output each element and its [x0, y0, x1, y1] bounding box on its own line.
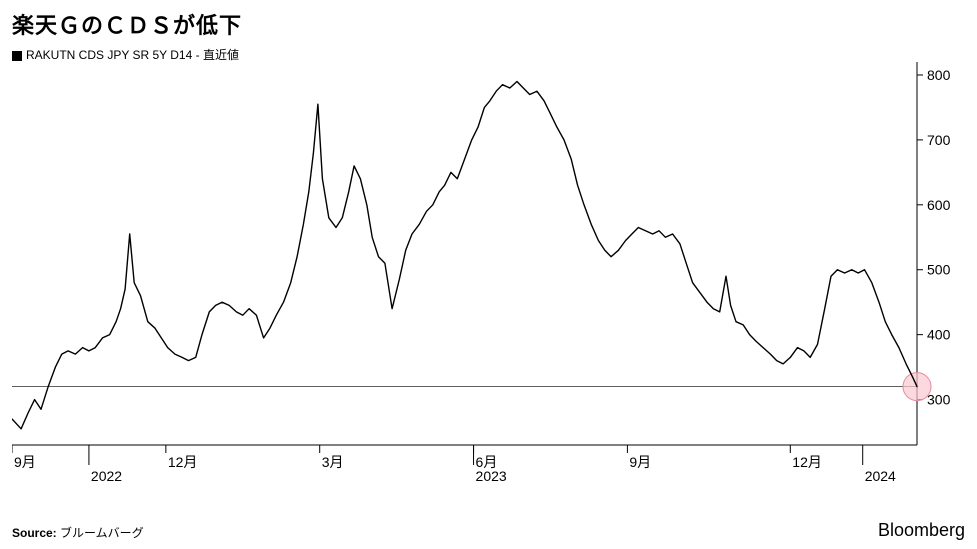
footer: Source: ブルームバーグ Bloomberg: [12, 520, 965, 541]
svg-text:12月: 12月: [792, 454, 822, 470]
source: Source: ブルームバーグ: [12, 524, 144, 541]
svg-text:12月: 12月: [168, 454, 198, 470]
svg-text:400: 400: [927, 327, 951, 343]
svg-text:300: 300: [927, 392, 951, 408]
svg-text:500: 500: [927, 262, 951, 278]
svg-text:9月: 9月: [14, 454, 36, 470]
chart-title: 楽天ＧのＣＤＳが低下: [0, 0, 977, 44]
svg-text:2022: 2022: [91, 468, 122, 484]
source-label: Source:: [12, 526, 57, 540]
svg-text:9月: 9月: [629, 454, 651, 470]
brand: Bloomberg: [878, 520, 965, 541]
svg-text:700: 700: [927, 132, 951, 148]
svg-text:2023: 2023: [476, 468, 507, 484]
svg-text:800: 800: [927, 67, 951, 83]
line-chart: 3004005006007008009月12月3月6月9月12月20222023…: [12, 58, 965, 493]
svg-text:3月: 3月: [322, 454, 344, 470]
svg-text:600: 600: [927, 197, 951, 213]
svg-text:2024: 2024: [865, 468, 896, 484]
chart-area: 3004005006007008009月12月3月6月9月12月20222023…: [12, 58, 965, 493]
source-value: ブルームバーグ: [60, 526, 144, 540]
